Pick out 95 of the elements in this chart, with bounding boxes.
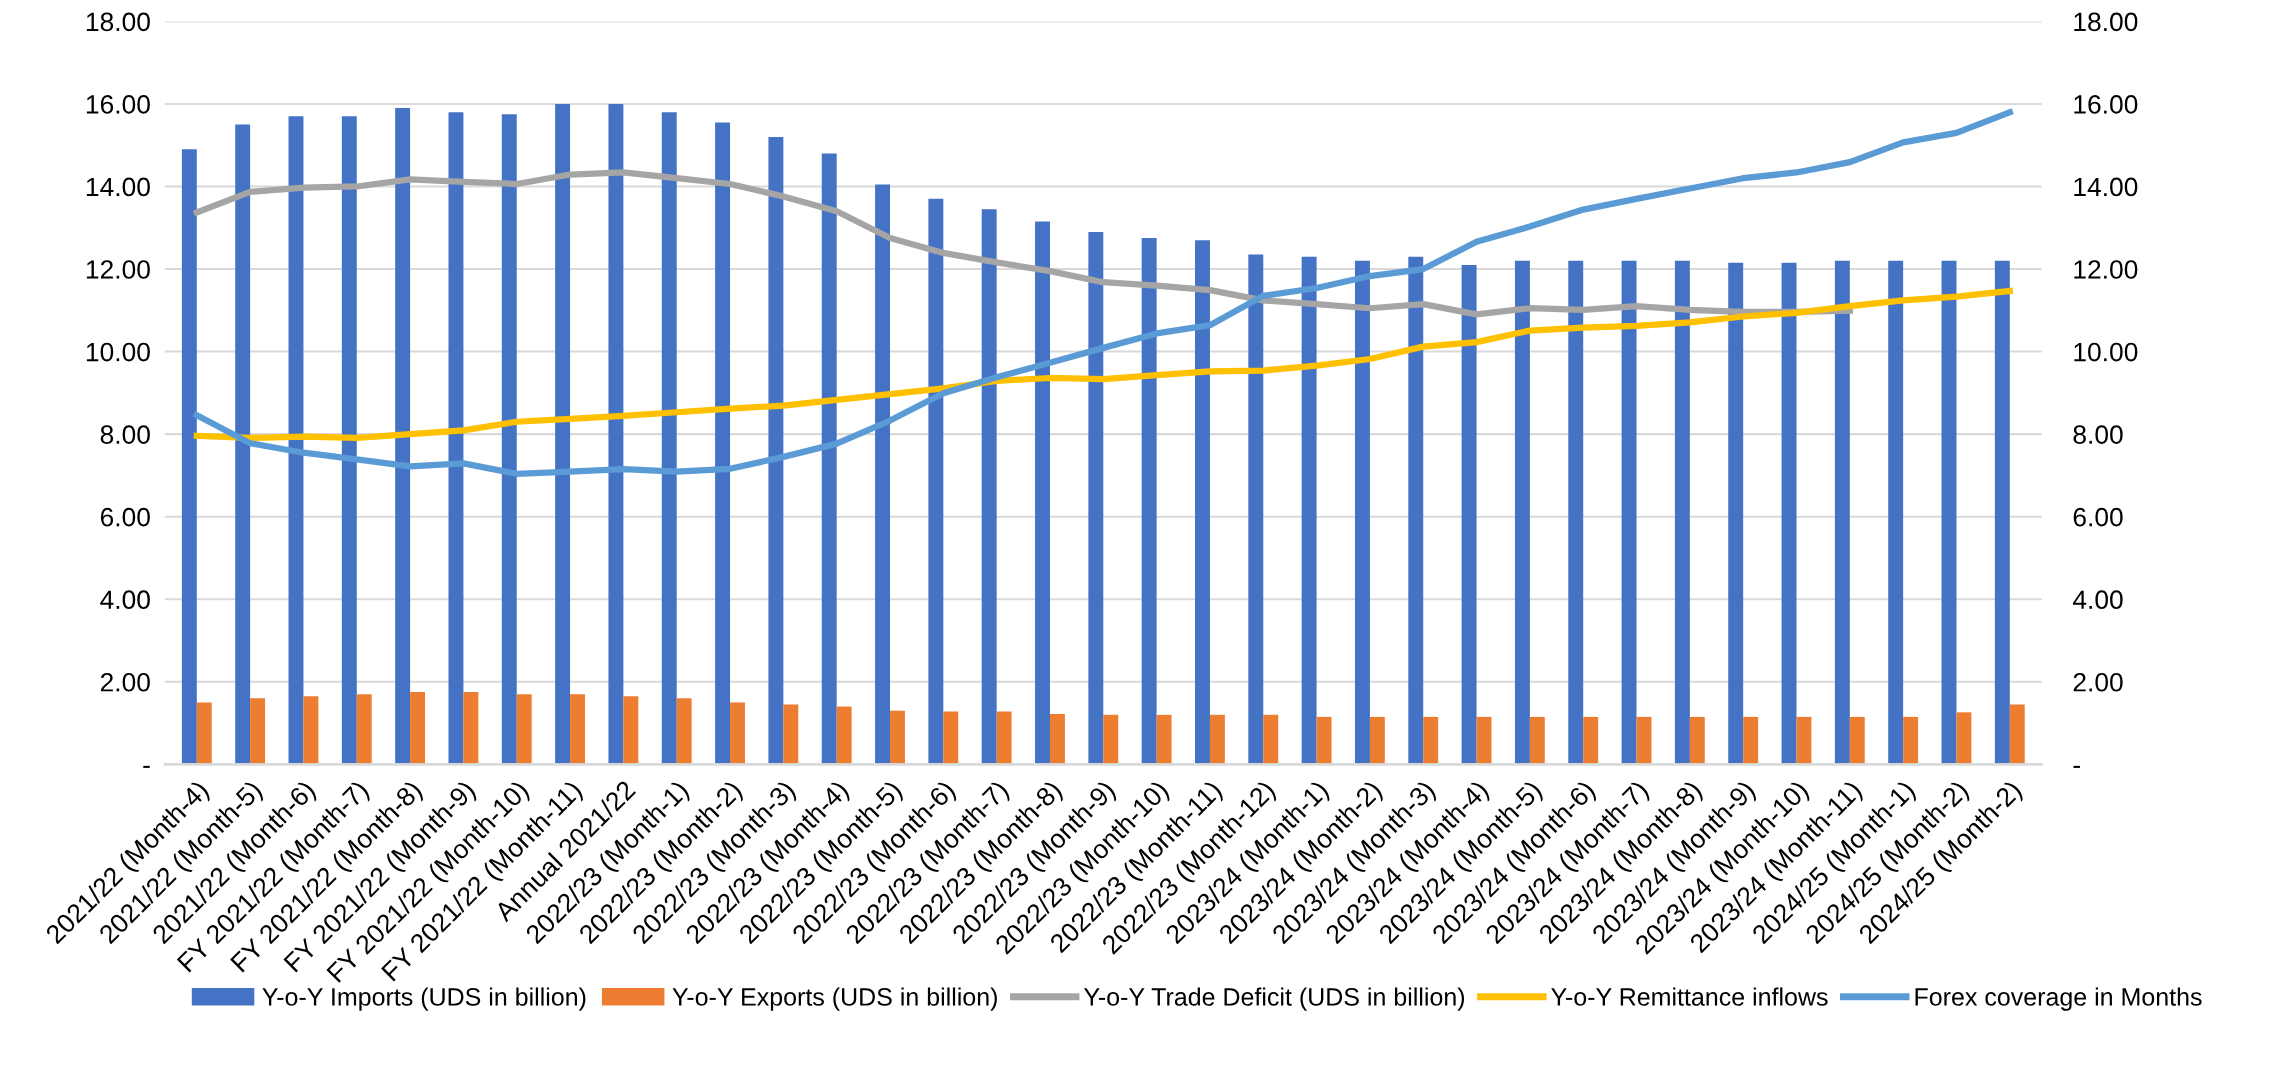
y-tick-label: - xyxy=(143,765,150,768)
bar xyxy=(943,711,959,765)
y-tick-label: 2.00 xyxy=(100,672,150,692)
bar xyxy=(890,710,905,765)
bar xyxy=(1248,254,1264,765)
bar xyxy=(356,694,372,765)
bar xyxy=(981,209,997,765)
bar xyxy=(181,149,197,765)
bar xyxy=(1583,716,1599,765)
bar xyxy=(608,103,624,765)
y2-tick-label: 2.00 xyxy=(2073,672,2123,692)
bar xyxy=(555,103,571,765)
bar xyxy=(501,114,517,765)
y2-tick-label: 10.00 xyxy=(2074,342,2138,362)
bar xyxy=(1941,260,1957,765)
y2-tick-label: 8.00 xyxy=(2073,425,2123,444)
bar xyxy=(1408,256,1424,765)
bar xyxy=(1796,716,1812,765)
y-tick-label: 6.00 xyxy=(100,507,150,527)
bar xyxy=(1461,264,1477,765)
bar xyxy=(516,694,532,765)
y-tick-label: 8.00 xyxy=(100,425,150,444)
bar xyxy=(730,702,745,765)
y2-tick-label: 18.00 xyxy=(2074,12,2138,32)
bar xyxy=(1994,260,2010,765)
y2-tick-label: 6.00 xyxy=(2073,507,2123,527)
bar xyxy=(1141,238,1157,765)
bar xyxy=(875,184,890,765)
bar xyxy=(1529,716,1545,765)
bar xyxy=(1674,260,1690,765)
legend-label: Forex coverage in Months xyxy=(1915,987,2202,1011)
bar xyxy=(676,698,692,765)
bar xyxy=(1156,714,1172,765)
bar xyxy=(1035,221,1050,765)
y-tick-label: 4.00 xyxy=(100,590,150,610)
bar xyxy=(1088,231,1104,765)
bar xyxy=(1514,260,1530,765)
y-tick-label: 10.00 xyxy=(86,342,150,362)
bar xyxy=(1049,713,1065,765)
y-tick-label: 16.00 xyxy=(86,95,150,114)
bar xyxy=(288,116,304,765)
bar xyxy=(1476,716,1492,765)
bar xyxy=(623,696,639,765)
bar xyxy=(410,692,426,765)
bar xyxy=(1316,716,1332,765)
bar xyxy=(448,112,464,765)
bar xyxy=(768,136,784,765)
bar xyxy=(395,108,411,765)
bar xyxy=(1636,716,1652,765)
bar xyxy=(1423,716,1439,765)
bar xyxy=(196,702,212,765)
bar xyxy=(341,116,357,765)
bar xyxy=(821,153,837,765)
bar xyxy=(250,698,266,765)
bar xyxy=(996,711,1012,765)
y2-tick-label: 16.00 xyxy=(2074,95,2138,114)
bar xyxy=(1834,260,1850,765)
bar xyxy=(1781,262,1797,765)
bar xyxy=(928,198,944,765)
bar xyxy=(1621,260,1637,765)
bar xyxy=(783,704,799,765)
bar xyxy=(570,694,585,765)
bar xyxy=(1369,716,1385,765)
bar xyxy=(463,692,479,765)
y-tick-label: 18.00 xyxy=(86,12,150,32)
legend-label: Y-o-Y Exports (UDS in billion) xyxy=(672,987,997,1011)
bar xyxy=(836,706,852,765)
bar xyxy=(1903,716,1919,765)
bar xyxy=(1728,262,1744,765)
bar xyxy=(661,112,677,765)
bar xyxy=(1103,714,1119,765)
bar xyxy=(1354,260,1370,765)
y2-tick-label: 14.00 xyxy=(2074,177,2138,197)
y-tick-label: 14.00 xyxy=(86,177,150,197)
bar xyxy=(1195,240,1210,765)
legend-label: Y-o-Y Imports (UDS in billion) xyxy=(262,987,586,1011)
bar xyxy=(1743,716,1759,765)
y2-tick-label: 4.00 xyxy=(2072,590,2123,610)
bar xyxy=(1689,716,1705,765)
bar xyxy=(1209,714,1225,765)
bar xyxy=(1568,260,1584,765)
bar xyxy=(1888,260,1904,765)
legend-label: Y-o-Y Trade Deficit (UDS in billion) xyxy=(1084,987,1465,1011)
legend-label: Y-o-Y Remittance inflows xyxy=(1551,987,1828,1006)
bar xyxy=(1956,712,1972,765)
bar xyxy=(715,122,731,765)
bar xyxy=(2009,704,2025,765)
y2-tick-label: - xyxy=(2073,765,2080,768)
bar xyxy=(1263,714,1279,765)
bar xyxy=(235,124,251,765)
y2-tick-label: 12.00 xyxy=(2074,260,2138,279)
bar xyxy=(1849,716,1865,765)
bar xyxy=(303,696,319,765)
bar xyxy=(1301,256,1317,765)
y-tick-label: 12.00 xyxy=(86,260,150,279)
